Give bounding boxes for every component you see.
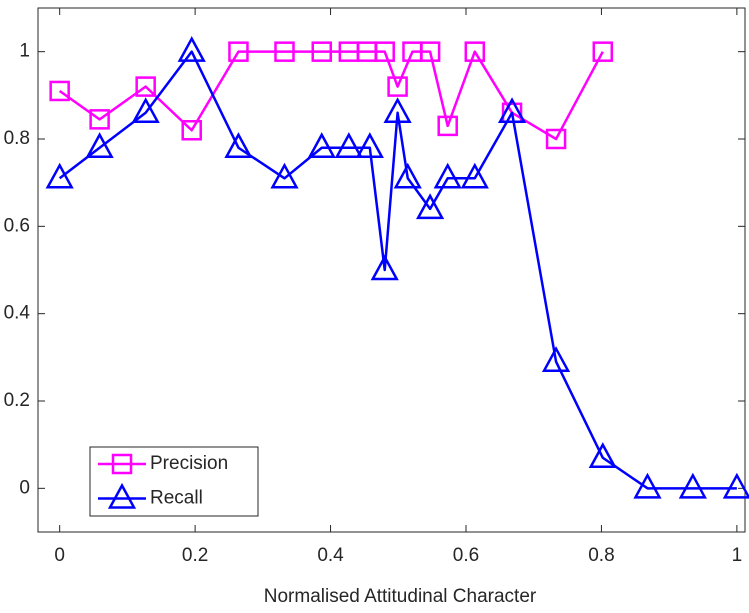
data-point (374, 41, 395, 62)
axes-box (37, 7, 746, 533)
data-point (45, 162, 74, 189)
legend-label: Precision (150, 453, 228, 474)
data-point (131, 97, 160, 124)
y-tick-label: 0.6 (4, 215, 30, 236)
y-tick-label: 0 (19, 477, 30, 498)
data-point (541, 346, 571, 372)
data-point (311, 41, 332, 62)
data-point (722, 472, 749, 499)
legend-box (89, 446, 259, 517)
data-point (135, 76, 156, 97)
data-point (545, 128, 567, 150)
legend-marker (107, 482, 137, 509)
x-tick-label: 0.8 (588, 545, 614, 566)
legend-label: Recall (150, 488, 203, 509)
data-point (177, 36, 206, 62)
x-tick-label: 0.4 (317, 545, 344, 566)
data-point (224, 132, 253, 158)
data-point (274, 41, 295, 62)
data-point (334, 132, 363, 158)
data-point (370, 254, 399, 281)
data-point (89, 109, 110, 130)
y-tick-label: 1 (19, 41, 30, 62)
data-point (85, 132, 114, 158)
y-tick-label: 0.2 (4, 390, 30, 411)
data-point (464, 41, 486, 62)
data-point (419, 41, 441, 62)
data-point (355, 132, 384, 158)
data-point (228, 41, 249, 62)
series-line (58, 50, 737, 490)
x-tick-label: 0.2 (182, 545, 208, 566)
x-tick-label: 1 (732, 545, 743, 566)
data-point (633, 472, 662, 499)
y-tick-label: 0.4 (4, 303, 31, 324)
data-point (181, 120, 202, 141)
data-point (393, 162, 422, 189)
data-point (415, 193, 445, 220)
data-point (588, 442, 617, 469)
legend-marker (111, 453, 133, 475)
x-tick-label: 0.6 (453, 545, 479, 566)
data-point (387, 76, 408, 97)
data-point (270, 162, 299, 189)
x-axis-label: Normalised Attitudinal Character (264, 586, 537, 607)
data-point (307, 132, 336, 158)
data-point (49, 80, 70, 102)
data-point (460, 162, 489, 189)
data-point (383, 97, 412, 124)
y-tick-label: 0.8 (4, 128, 30, 149)
data-point (592, 41, 614, 62)
data-point (497, 97, 527, 124)
x-tick-label: 0 (54, 545, 65, 566)
data-point (433, 162, 462, 189)
data-point (678, 472, 707, 499)
data-point (437, 115, 458, 137)
